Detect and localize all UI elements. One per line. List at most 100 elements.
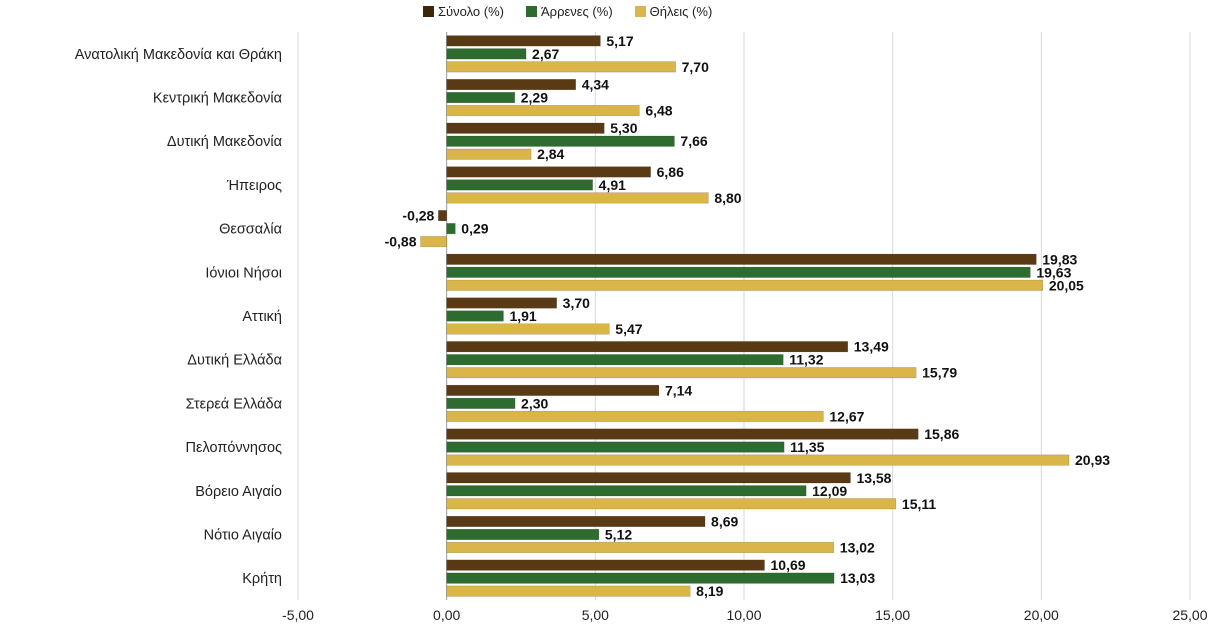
bar	[446, 79, 576, 91]
bar	[446, 166, 651, 178]
legend-label-female: Θήλεις (%)	[649, 4, 713, 19]
legend-item-total: Σύνολο (%)	[423, 4, 504, 19]
bar	[446, 410, 824, 422]
category-label: Πελοπόννησος	[186, 440, 282, 456]
bar	[446, 105, 640, 117]
data-label: 5,30	[610, 120, 637, 136]
data-label: 2,67	[532, 46, 559, 62]
category-label: Κρήτη	[242, 571, 282, 587]
bar	[446, 354, 784, 366]
category-label: Στερεά Ελλάδα	[186, 396, 282, 412]
x-tick-label: 25,00	[1172, 607, 1207, 623]
data-label: -0,88	[385, 234, 417, 250]
category-label: Ήπειρος	[226, 178, 282, 194]
data-label: 12,09	[812, 483, 847, 499]
data-label: 12,67	[829, 408, 864, 424]
bar	[446, 498, 897, 510]
category-label: Ανατολική Μακεδονία και Θράκη	[75, 47, 282, 63]
bar	[446, 122, 605, 134]
data-label: 15,86	[924, 426, 959, 442]
data-label: 4,91	[599, 177, 626, 193]
bar	[446, 528, 600, 540]
data-label: 5,12	[605, 526, 632, 542]
bar	[446, 384, 660, 396]
data-label: 2,30	[521, 395, 548, 411]
data-label: 0,29	[461, 221, 488, 237]
bar	[446, 266, 1031, 278]
x-tick-label: 15,00	[875, 607, 910, 623]
x-tick-label: 5,00	[582, 607, 609, 623]
bar	[438, 210, 447, 222]
data-label: 15,79	[922, 365, 957, 381]
category-label: Δυτική Μακεδονία	[167, 134, 282, 150]
legend-item-male: Άρρενες (%)	[526, 4, 613, 19]
data-label: 6,48	[645, 103, 672, 119]
bar	[446, 585, 691, 597]
data-label: 20,05	[1049, 277, 1084, 293]
data-label: 19,63	[1036, 264, 1071, 280]
bar	[446, 48, 527, 60]
data-label: 13,49	[854, 339, 889, 355]
legend-swatch-female	[634, 6, 646, 17]
x-tick-label: -5,00	[282, 607, 314, 623]
data-label: 2,29	[521, 90, 548, 106]
category-label: Βόρειο Αιγαίο	[195, 484, 282, 500]
bar	[446, 253, 1037, 265]
bar	[420, 236, 447, 248]
data-label: 19,83	[1042, 251, 1077, 267]
data-label: 13,03	[840, 570, 875, 586]
data-label: 10,69	[771, 557, 806, 573]
data-label: 15,11	[902, 496, 936, 512]
bar	[446, 472, 851, 484]
legend-item-female: Θήλεις (%)	[634, 4, 713, 19]
bar	[446, 397, 516, 409]
data-label: 3,70	[563, 295, 590, 311]
bar	[446, 135, 675, 147]
bar	[446, 559, 765, 571]
bar	[446, 454, 1070, 466]
data-label: 8,80	[714, 190, 741, 206]
legend-label-total: Σύνολο (%)	[438, 4, 504, 19]
x-tick-label: 10,00	[726, 607, 761, 623]
legend-swatch-male	[526, 6, 537, 17]
data-label: -0,28	[402, 208, 434, 224]
category-label: Αττική	[242, 309, 282, 325]
data-label: 5,17	[606, 33, 633, 49]
bar	[446, 441, 785, 453]
bar	[446, 341, 849, 353]
x-tick-label: 20,00	[1024, 607, 1059, 623]
bar	[446, 61, 676, 73]
bar	[446, 192, 709, 204]
legend-label-male: Άρρενες (%)	[541, 4, 613, 19]
data-label: 13,58	[856, 470, 891, 486]
category-label: Κεντρική Μακεδονία	[153, 91, 282, 107]
bar	[446, 92, 516, 104]
data-label: 2,84	[537, 146, 564, 162]
bar	[446, 367, 917, 379]
bar	[446, 515, 706, 527]
bar	[446, 310, 504, 322]
bar	[446, 541, 835, 553]
data-label: 8,69	[711, 513, 738, 529]
data-label: 6,86	[657, 164, 684, 180]
bar	[446, 279, 1044, 291]
bar	[446, 428, 919, 440]
bar	[446, 179, 593, 191]
data-label: 11,35	[790, 439, 824, 455]
category-label: Δυτική Ελλάδα	[187, 353, 282, 369]
bar	[446, 148, 532, 160]
data-label: 7,70	[682, 59, 709, 75]
data-label: 1,91	[509, 308, 536, 324]
bar	[446, 572, 835, 584]
bar	[446, 297, 557, 309]
bar	[446, 323, 610, 335]
data-label: 20,93	[1075, 452, 1110, 468]
data-label: 7,66	[680, 133, 707, 149]
data-label: 4,34	[582, 77, 609, 93]
data-label: 5,47	[615, 321, 642, 337]
data-label: 7,14	[665, 382, 692, 398]
data-label: 11,32	[789, 352, 823, 368]
bar	[446, 485, 807, 497]
legend-swatch-total	[423, 6, 434, 17]
